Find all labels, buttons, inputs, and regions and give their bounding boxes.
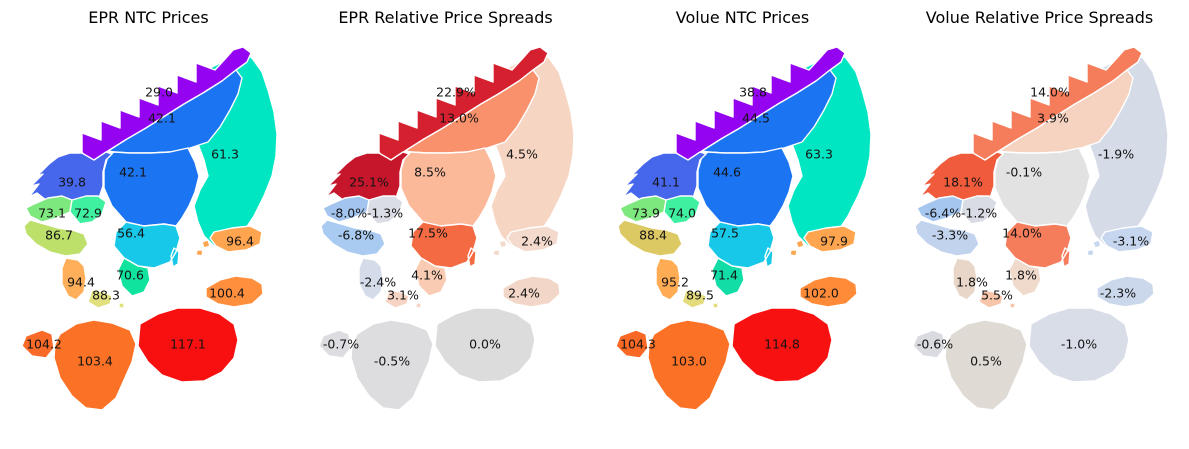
choropleth-map: 63.338.844.544.641.173.9 74.088.4 57.571.4… <box>615 46 872 411</box>
region-SE2-fill <box>400 147 497 227</box>
region-NO2-fill <box>23 219 89 257</box>
region-NL-fill <box>912 329 946 359</box>
region-PL-fill <box>1028 307 1130 383</box>
choropleth-map: 61.329.042.142.139.873.1 72.986.7 56.470.6… <box>21 46 278 411</box>
region-LV-fill <box>799 275 858 308</box>
region-NO5-fill <box>619 195 667 223</box>
region-DK2-fill <box>384 289 422 309</box>
region-NO1-fill <box>69 195 107 225</box>
region-NO1-fill <box>366 195 404 225</box>
region-DE-fill <box>53 319 137 411</box>
panel-title: Volue NTC Prices <box>675 8 810 27</box>
region-SE2-fill <box>697 147 794 227</box>
region-NL-fill <box>21 329 55 359</box>
region-DK1-fill <box>61 257 87 301</box>
region-NO5-fill <box>322 195 370 223</box>
region-NO2-fill <box>617 219 683 257</box>
panel-epr-relative-price-spreads: EPR Relative Price Spreads 4.5% 22.9% 13.0… <box>297 0 594 449</box>
region-NL-fill <box>318 329 352 359</box>
region-LV-fill <box>205 275 264 308</box>
region-LV-fill <box>502 275 561 308</box>
region-NO5-fill <box>25 195 73 223</box>
region-DK1-fill <box>952 257 978 301</box>
region-NO5-fill <box>916 195 964 223</box>
region-DE-fill <box>944 319 1028 411</box>
choropleth-map: -1.9%14.0%3.9%-0.1%18.1%-6.4% -1.2%-3.3% 1… <box>912 46 1169 411</box>
region-DK2-fill <box>978 289 1016 309</box>
region-DK1-fill <box>655 257 681 301</box>
region-DE-fill <box>350 319 434 411</box>
region-NO2-fill <box>914 219 980 257</box>
region-PL-fill <box>731 307 833 383</box>
panel-volue-ntc-prices: Volue NTC Prices 63.3 38.8 44.5 44.6 41.1 73.… <box>594 0 891 449</box>
region-PL-fill <box>137 307 239 383</box>
region-SE2-fill <box>103 147 200 227</box>
panel-title: Volue Relative Price Spreads <box>925 8 1154 27</box>
region-NO2-fill <box>320 219 386 257</box>
region-NO1-fill <box>663 195 701 225</box>
region-LV-fill <box>1096 275 1155 308</box>
panel-epr-ntc-prices: EPR NTC Prices 61.3 29.0 42.1 42.1 39.8 73.1 7… <box>0 0 297 449</box>
region-PL-fill <box>434 307 536 383</box>
region-SE2-fill <box>994 147 1091 227</box>
region-NL-fill <box>615 329 649 359</box>
region-DK2-fill <box>681 289 719 309</box>
region-DE-fill <box>647 319 731 411</box>
region-NO1-fill <box>960 195 998 225</box>
region-DK1-fill <box>358 257 384 301</box>
panel-volue-relative-price-spreads: Volue Relative Price Spreads -1.9% 14.0% 3… <box>891 0 1188 449</box>
choropleth-map: 4.5%22.9%13.0%8.5%25.1%-8.0% -1.3%-6.8% 17… <box>318 46 575 411</box>
panel-title: EPR NTC Prices <box>88 8 209 27</box>
region-DK2-fill <box>87 289 125 309</box>
panel-title: EPR Relative Price Spreads <box>338 8 553 27</box>
